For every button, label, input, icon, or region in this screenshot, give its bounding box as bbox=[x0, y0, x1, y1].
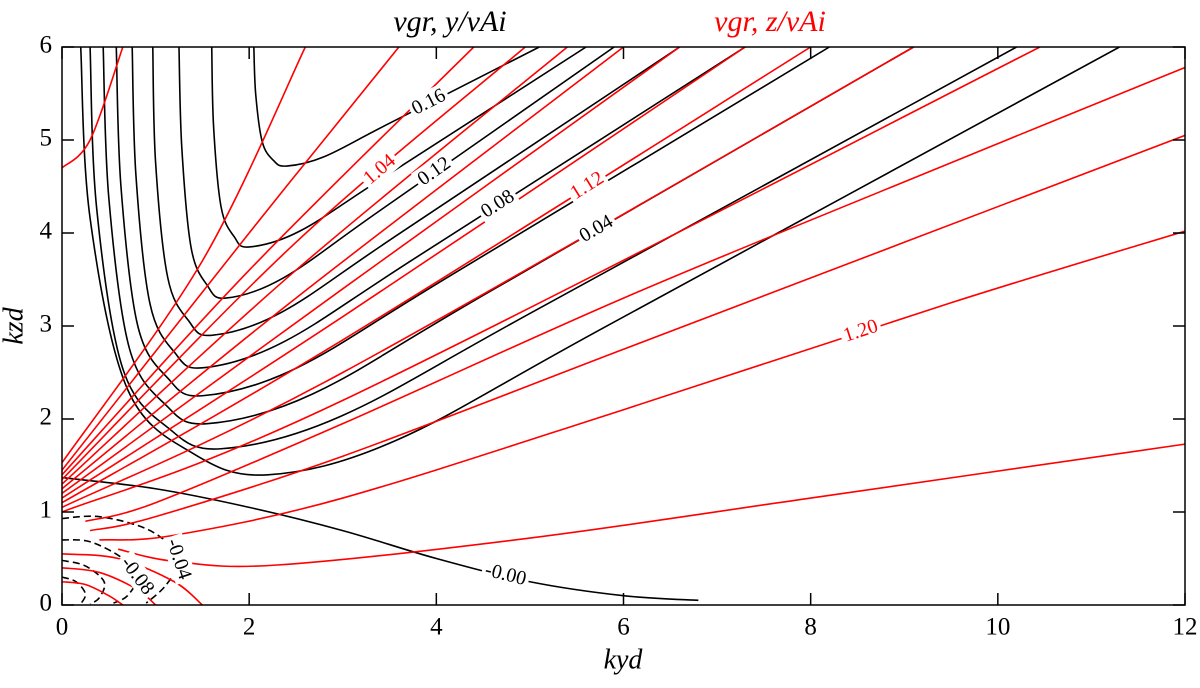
contour-line bbox=[115, 47, 830, 397]
contour-line bbox=[62, 47, 124, 169]
contour-label-bg bbox=[837, 313, 884, 348]
y-tick-label: 1 bbox=[40, 497, 53, 524]
contour-line bbox=[62, 515, 181, 604]
contour-line bbox=[85, 66, 1185, 523]
legend: vgr, y/vAi vgr, z/vAi bbox=[393, 5, 825, 38]
contour-line bbox=[62, 553, 203, 605]
y-tick-label: 2 bbox=[40, 404, 53, 431]
x-tick-label: 6 bbox=[617, 614, 630, 641]
contour-line bbox=[151, 47, 681, 337]
contour-line bbox=[62, 47, 568, 485]
contour-line bbox=[62, 47, 526, 481]
x-tick-label: 2 bbox=[243, 614, 256, 641]
contour-line bbox=[62, 47, 915, 509]
contour-labels: 0.160.120.080.04-0.00-0.04-0.081.201.121… bbox=[114, 82, 884, 602]
contour-line bbox=[62, 567, 157, 605]
contour-line bbox=[62, 47, 746, 499]
contour-line bbox=[99, 230, 1185, 541]
contour-line bbox=[62, 576, 87, 605]
contour-line bbox=[62, 47, 624, 490]
contour-line bbox=[62, 47, 1041, 513]
contour-label-bg bbox=[572, 208, 620, 249]
contour-line bbox=[117, 443, 1185, 568]
y-tick-label: 0 bbox=[40, 590, 53, 617]
contour-label-bg bbox=[410, 150, 458, 192]
x-tick-label: 8 bbox=[804, 614, 817, 641]
x-tick-label: 12 bbox=[1173, 614, 1198, 641]
contour-line bbox=[79, 47, 1120, 476]
legend-entry: vgr, z/vAi bbox=[714, 5, 826, 38]
contour-line bbox=[62, 47, 681, 495]
contour-line bbox=[253, 47, 540, 167]
x-tick-label: 0 bbox=[56, 614, 69, 641]
y-tick-label: 6 bbox=[40, 32, 53, 59]
contour-label-bg bbox=[356, 147, 403, 191]
contour-line bbox=[210, 47, 587, 248]
legend-entry: vgr, y/vAi bbox=[393, 5, 506, 38]
contour-label-bg bbox=[474, 183, 521, 225]
contour-line bbox=[62, 559, 106, 605]
contour-label-bg bbox=[563, 165, 611, 206]
contour-label-bg bbox=[405, 82, 452, 121]
x-axis-label: kyd bbox=[604, 644, 644, 675]
contour-line bbox=[62, 580, 124, 605]
contour-line bbox=[89, 134, 1185, 532]
y-tick-label: 5 bbox=[40, 125, 53, 152]
contour-line bbox=[62, 47, 812, 504]
contour-label-bg bbox=[161, 532, 198, 586]
contour-label-bg bbox=[114, 549, 161, 602]
contour-line bbox=[62, 476, 699, 602]
contour-line bbox=[62, 47, 307, 464]
y-tick-label: 3 bbox=[40, 311, 53, 338]
contour-label-bg bbox=[479, 557, 532, 591]
contour-line bbox=[62, 47, 400, 471]
x-tick-label: 10 bbox=[985, 614, 1010, 641]
y-tick-label: 4 bbox=[40, 218, 53, 245]
plot-area bbox=[62, 47, 1185, 605]
x-tick-label: 4 bbox=[430, 614, 443, 641]
y-axis-label: kzd bbox=[0, 306, 29, 344]
